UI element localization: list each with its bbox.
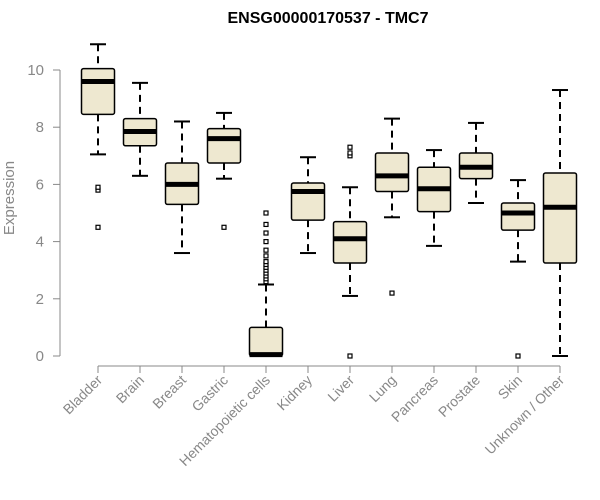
box-bladder (80, 43, 116, 230)
box-lung (374, 117, 410, 296)
y-tick-label: 8 (36, 119, 44, 136)
box-iqr (374, 152, 410, 193)
box-prostate (458, 121, 494, 204)
x-tick-label: Kidney (274, 372, 316, 414)
outlier-point (347, 144, 353, 150)
x-tick-label: Lung (366, 372, 399, 405)
box-series (80, 43, 578, 359)
box-iqr (290, 182, 326, 221)
box-iqr (80, 67, 116, 116)
outlier-point (263, 239, 269, 245)
outlier-point (515, 353, 521, 359)
x-tick-label: Unknown / Other (482, 372, 568, 458)
y-tick-label: 2 (36, 291, 44, 308)
x-tick-label: Breast (149, 372, 189, 412)
box-gastric (206, 111, 242, 230)
outlier-point (263, 247, 269, 253)
box-iqr (500, 202, 536, 231)
outlier-point (263, 253, 269, 259)
box-pancreas (416, 149, 452, 247)
box-kidney (290, 156, 326, 255)
box-liver (332, 144, 368, 359)
outlier-point (95, 184, 101, 190)
outlier-point (221, 224, 227, 230)
y-tick-label: 10 (27, 62, 44, 79)
box-brain (122, 81, 158, 177)
box-hematopoietic-cells (248, 210, 284, 358)
y-tick-label: 6 (36, 176, 44, 193)
outlier-point (263, 221, 269, 228)
box-iqr (332, 220, 368, 264)
x-tick-label: Skin (495, 372, 526, 403)
y-tick-label: 0 (36, 348, 44, 365)
outlier-point (347, 150, 353, 156)
outlier-point (95, 224, 101, 230)
box-iqr (248, 326, 284, 357)
y-axis-label: Expression (1, 161, 18, 235)
x-tick-label: Prostate (435, 372, 483, 420)
outlier-point (347, 353, 353, 359)
box-iqr (206, 127, 242, 164)
outlier-point (263, 259, 269, 265)
y-tick-label: 4 (36, 234, 44, 251)
chart-title: ENSG00000170537 - TMC7 (228, 10, 429, 27)
box-unknown-other (542, 89, 578, 357)
x-tick-label: Bladder (60, 372, 106, 418)
box-iqr (542, 172, 578, 264)
box-skin (500, 179, 536, 359)
x-tick-label: Liver (324, 372, 357, 405)
box-breast (164, 120, 200, 255)
x-tick-label: Pancreas (388, 372, 441, 425)
y-axis: 0 2 4 6 8 10 (27, 62, 61, 365)
outlier-point (263, 230, 269, 236)
x-tick-label: Brain (113, 372, 147, 406)
outlier-point (389, 290, 395, 296)
outlier-point (263, 210, 269, 216)
